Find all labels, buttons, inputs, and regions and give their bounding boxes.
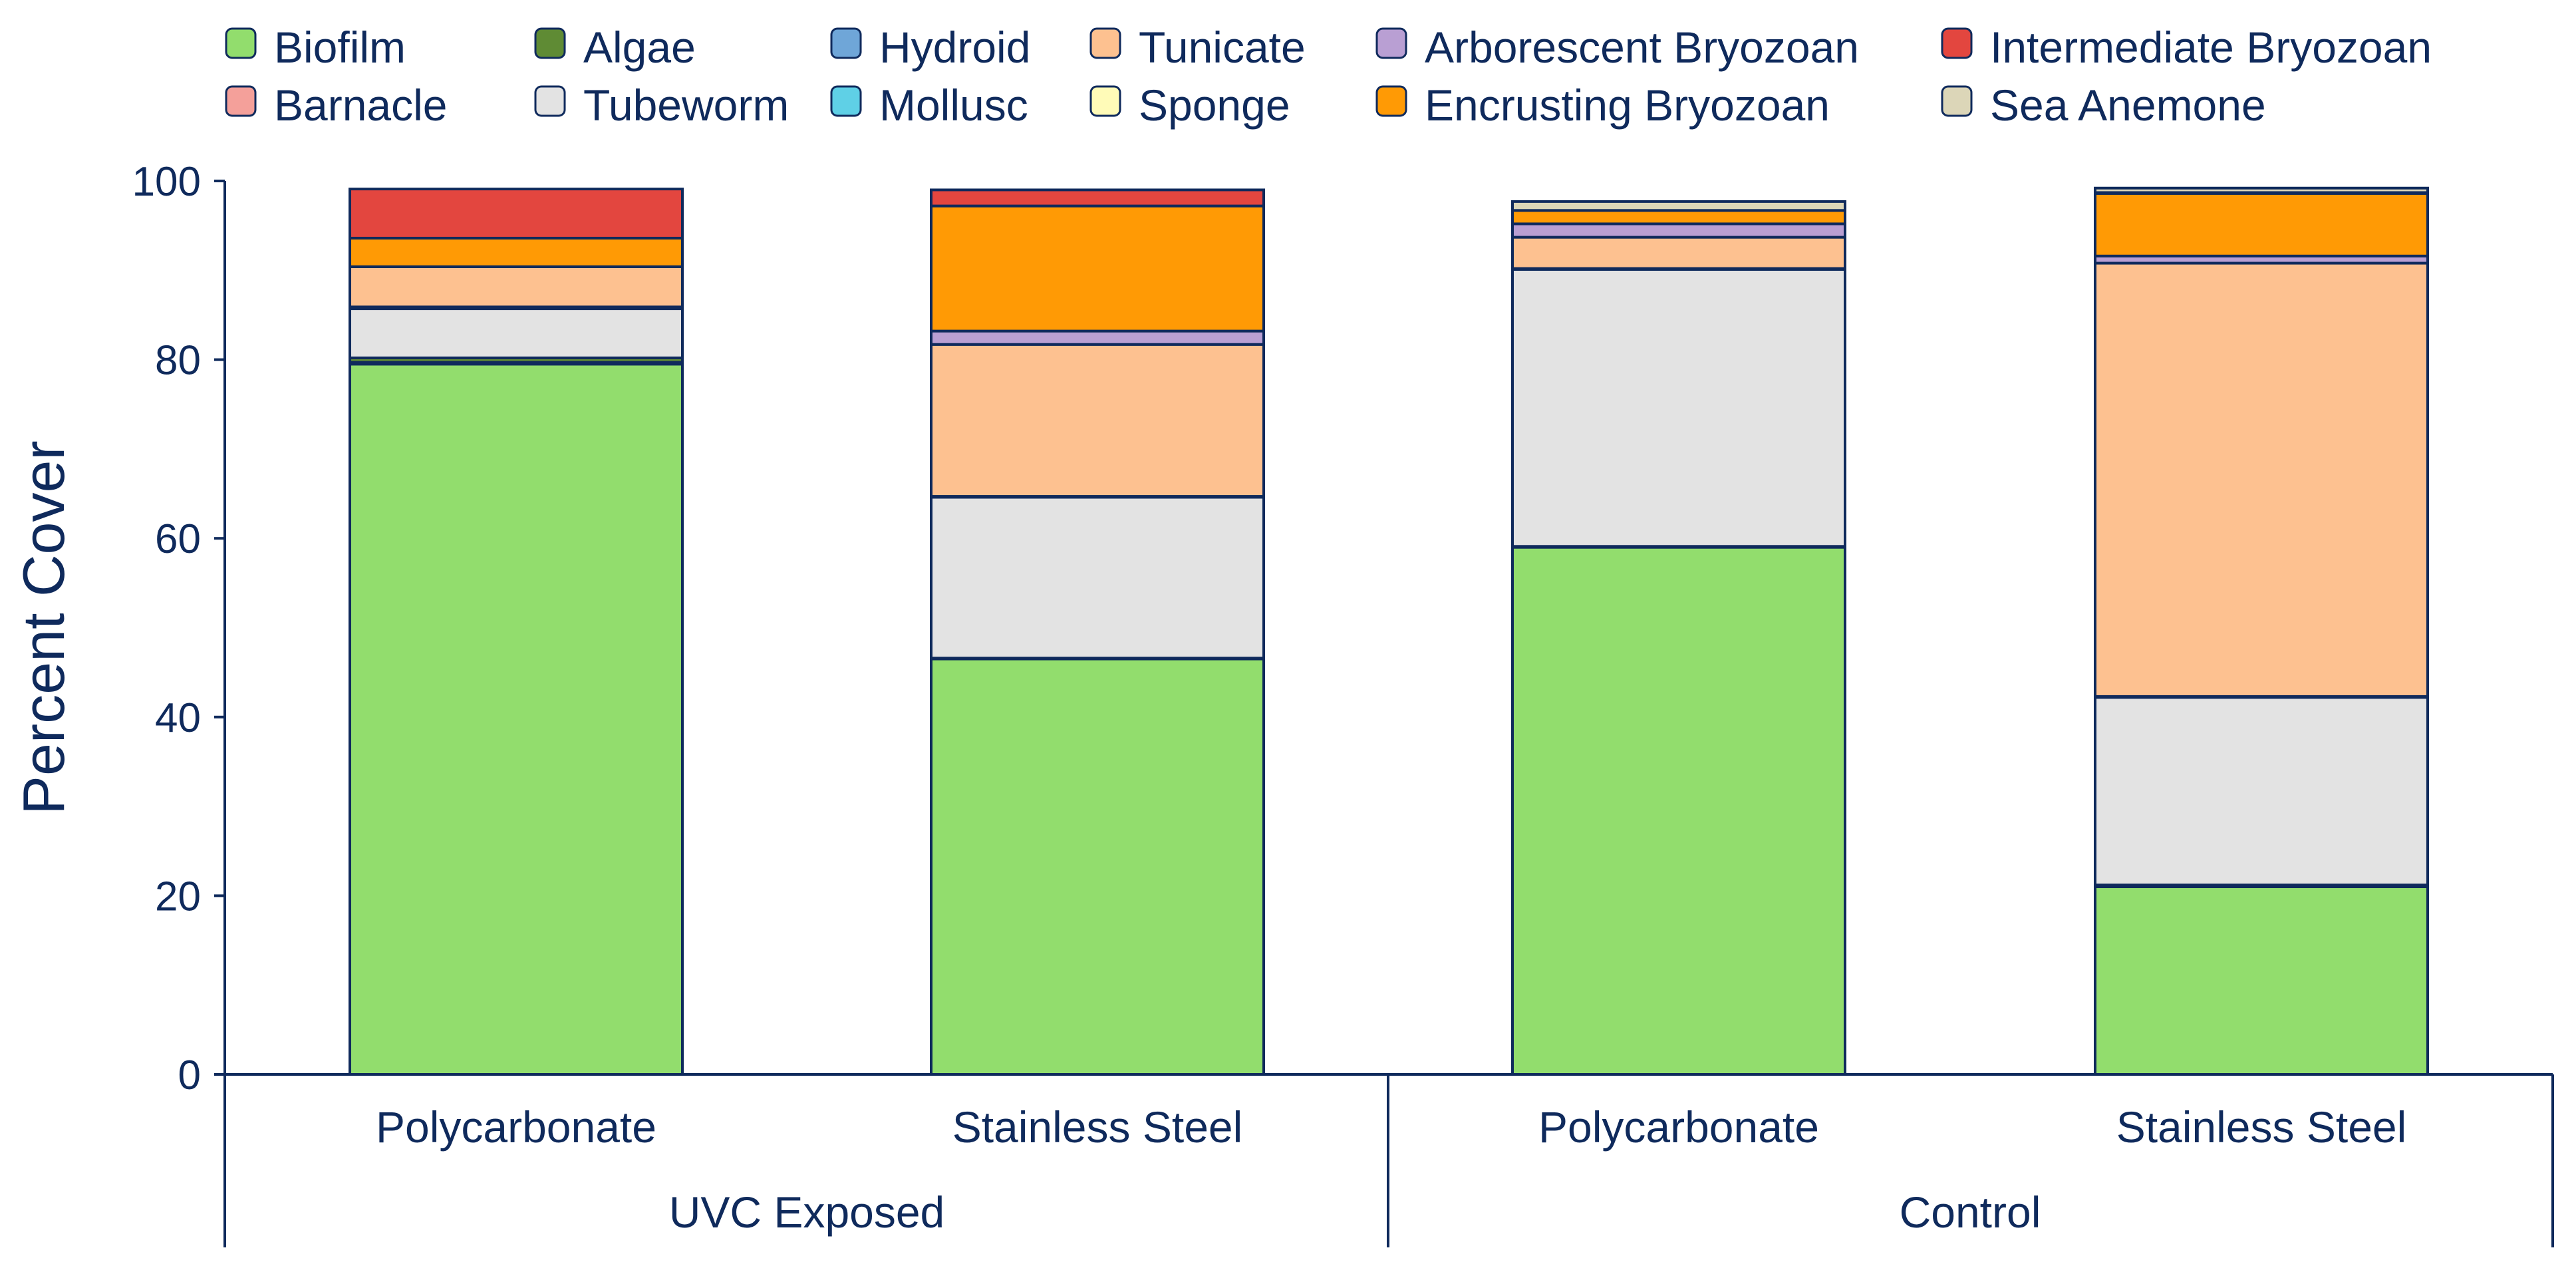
legend-swatch-tubeworm <box>534 85 566 117</box>
y-tick-label-80: 80 <box>155 338 201 384</box>
legend-label-mollusc: Mollusc <box>879 80 1028 130</box>
bar-segment-biofilm-2 <box>930 657 1265 1076</box>
legend-swatch-algae <box>534 27 566 59</box>
legend-swatch-biofilm <box>225 27 257 59</box>
legend-label-algae: Algae <box>583 23 696 72</box>
x-category-label-3: Polycarbonate <box>1538 1102 1819 1152</box>
legend-label-tubeworm: Tubeworm <box>583 80 789 130</box>
bar-segment-biofilm-1 <box>349 363 684 1076</box>
y-tick-label-20: 20 <box>155 874 201 919</box>
legend-label-hydroid: Hydroid <box>879 23 1030 72</box>
legend-swatch-tunicate <box>1089 27 1121 59</box>
legend-label-tunicate: Tunicate <box>1139 23 1306 72</box>
legend-swatch-barnacle <box>225 85 257 117</box>
bar-segment-tunicate-2 <box>930 343 1265 498</box>
bar-segment-sea-anemone-4 <box>2094 186 2429 194</box>
legend-swatch-intermediate-bryozoan <box>1941 27 1973 59</box>
bar-segment-encrusting-bryozoan-4 <box>2094 192 2429 257</box>
bar-segment-tunicate-4 <box>2094 261 2429 698</box>
bar-segment-tunicate-3 <box>1511 236 1846 270</box>
legend-swatch-sponge <box>1089 85 1121 117</box>
bar-segment-tunicate-1 <box>349 265 684 309</box>
legend-swatch-hydroid <box>830 27 862 59</box>
bar-segment-tubeworm-1 <box>349 307 684 359</box>
bar-segment-tubeworm-3 <box>1511 267 1846 548</box>
legend-label-barnacle: Barnacle <box>274 80 448 130</box>
bar-segment-arborescent-bryozoan-2 <box>930 329 1265 346</box>
bar-segment-intermediate-bryozoan-2 <box>930 188 1265 208</box>
bar-segment-arborescent-bryozoan-3 <box>1511 222 1846 239</box>
y-tick-label-0: 0 <box>178 1052 201 1098</box>
y-tick-label-60: 60 <box>155 516 201 562</box>
bar-segment-encrusting-bryozoan-2 <box>930 204 1265 333</box>
legend-swatch-sea-anemone <box>1941 85 1973 117</box>
legend-label-arborescent-bryozoan: Arborescent Bryozoan <box>1425 23 1859 72</box>
bar-segment-biofilm-4 <box>2094 885 2429 1076</box>
y-axis-title: Percent Cover <box>11 440 76 814</box>
bar-segment-intermediate-bryozoan-1 <box>349 188 684 239</box>
legend-label-biofilm: Biofilm <box>274 23 406 72</box>
legend-label-encrusting-bryozoan: Encrusting Bryozoan <box>1425 80 1830 130</box>
legend-swatch-encrusting-bryozoan <box>1375 85 1407 117</box>
legend-label-intermediate-bryozoan: Intermediate Bryozoan <box>1990 23 2432 72</box>
bar-segment-tubeworm-4 <box>2094 696 2429 887</box>
legend-swatch-mollusc <box>830 85 862 117</box>
legend-label-sponge: Sponge <box>1139 80 1290 130</box>
bar-segment-tubeworm-2 <box>930 496 1265 660</box>
x-category-label-4: Stainless Steel <box>2116 1102 2407 1152</box>
x-group-label-uvc-exposed: UVC Exposed <box>669 1188 945 1237</box>
x-group-label-control: Control <box>1900 1188 2041 1237</box>
legend-label-sea-anemone: Sea Anemone <box>1990 80 2266 130</box>
bar-segment-biofilm-3 <box>1511 546 1846 1076</box>
bar-segment-encrusting-bryozoan-1 <box>349 236 684 268</box>
legend-swatch-arborescent-bryozoan <box>1375 27 1407 59</box>
y-tick-label-40: 40 <box>155 695 201 741</box>
bar-segment-sea-anemone-3 <box>1511 200 1846 212</box>
x-category-label-1: Polycarbonate <box>376 1102 656 1152</box>
bar-segment-encrusting-bryozoan-3 <box>1511 209 1846 226</box>
y-tick-label-100: 100 <box>132 159 201 205</box>
x-category-label-2: Stainless Steel <box>952 1102 1243 1152</box>
